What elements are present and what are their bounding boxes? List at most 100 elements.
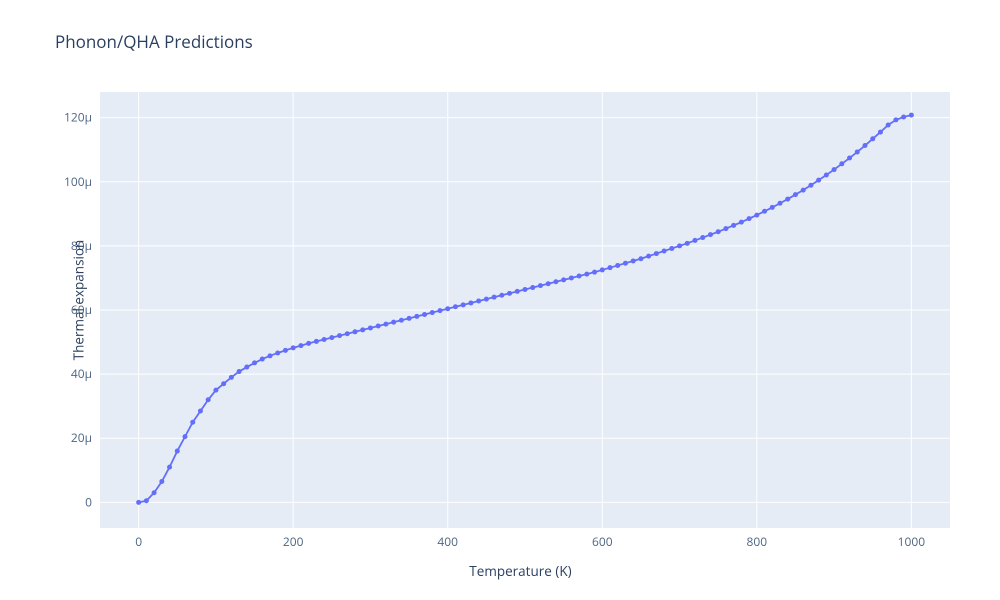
data-marker [893,117,898,122]
data-marker [322,337,327,342]
data-marker [252,360,257,365]
data-marker [229,375,234,380]
x-tick-label: 0 [135,533,142,550]
data-marker [190,420,195,425]
data-marker [484,297,489,302]
data-marker [399,318,404,323]
data-marker [855,149,860,154]
data-marker [577,274,582,279]
data-marker [283,348,288,353]
data-marker [438,308,443,313]
y-tick-label: 20μ [71,429,92,446]
data-marker [909,113,914,118]
data-marker [832,167,837,172]
data-marker [515,289,520,294]
data-marker [870,136,875,141]
data-marker [638,256,643,261]
y-tick-label: 120μ [64,109,92,126]
data-marker [600,267,605,272]
data-marker [901,115,906,120]
data-marker [801,188,806,193]
data-marker [492,295,497,300]
data-marker [546,281,551,286]
data-marker [762,209,767,214]
data-marker [414,314,419,319]
data-marker [523,287,528,292]
data-marker [221,381,226,386]
data-marker [183,434,188,439]
data-marker [144,498,149,503]
data-marker [863,143,868,148]
data-marker [646,254,651,259]
data-marker [136,500,141,505]
x-axis-label: Temperature (K) [469,562,571,580]
data-marker [407,316,412,321]
data-marker [159,479,164,484]
data-marker [608,265,613,270]
y-tick-label: 100μ [64,173,92,190]
data-marker [569,275,574,280]
data-marker [345,331,350,336]
data-marker [376,324,381,329]
data-marker [368,325,373,330]
data-marker [167,465,172,470]
data-marker [584,272,589,277]
data-marker [731,223,736,228]
data-marker [808,183,813,188]
data-marker [824,173,829,178]
data-marker [314,339,319,344]
data-marker [654,251,659,256]
data-marker [329,335,334,340]
y-tick-label: 0 [85,493,92,510]
x-tick-label: 600 [592,533,613,550]
data-marker [662,249,667,254]
data-marker [268,353,273,358]
data-marker [422,312,427,317]
data-marker [886,123,891,128]
data-marker [206,397,211,402]
data-marker [561,277,566,282]
data-marker [260,357,265,362]
y-tick-label: 40μ [71,365,92,382]
data-marker [538,283,543,288]
data-marker [337,333,342,338]
data-marker [468,300,473,305]
data-marker [530,285,535,290]
data-marker [685,241,690,246]
data-marker [553,279,558,284]
chart-title: Phonon/QHA Predictions [55,30,253,53]
data-marker [175,449,180,454]
data-marker [723,226,728,231]
data-marker [298,343,303,348]
data-marker [237,369,242,374]
data-marker [152,490,157,495]
data-marker [445,306,450,311]
data-marker [878,130,883,135]
data-marker [592,270,597,275]
data-marker [461,302,466,307]
data-marker [353,329,358,334]
data-marker [739,220,744,225]
data-marker [839,161,844,166]
data-marker [693,238,698,243]
data-marker [785,197,790,202]
data-marker [244,365,249,370]
data-marker [507,291,512,296]
data-marker [631,258,636,263]
x-tick-label: 800 [747,533,768,550]
data-marker [453,304,458,309]
data-marker [816,178,821,183]
data-marker [499,293,504,298]
data-marker [360,327,365,332]
data-marker [291,345,296,350]
x-tick-label: 1000 [898,533,926,550]
data-marker [391,320,396,325]
chart-svg: 020μ40μ60μ80μ100μ120μ02004006008001000 [0,0,1000,600]
data-marker [716,229,721,234]
data-marker [198,408,203,413]
data-marker [476,299,481,304]
data-marker [793,192,798,197]
data-marker [754,213,759,218]
y-axis-label: Thermal expansion [69,240,87,361]
data-marker [778,201,783,206]
